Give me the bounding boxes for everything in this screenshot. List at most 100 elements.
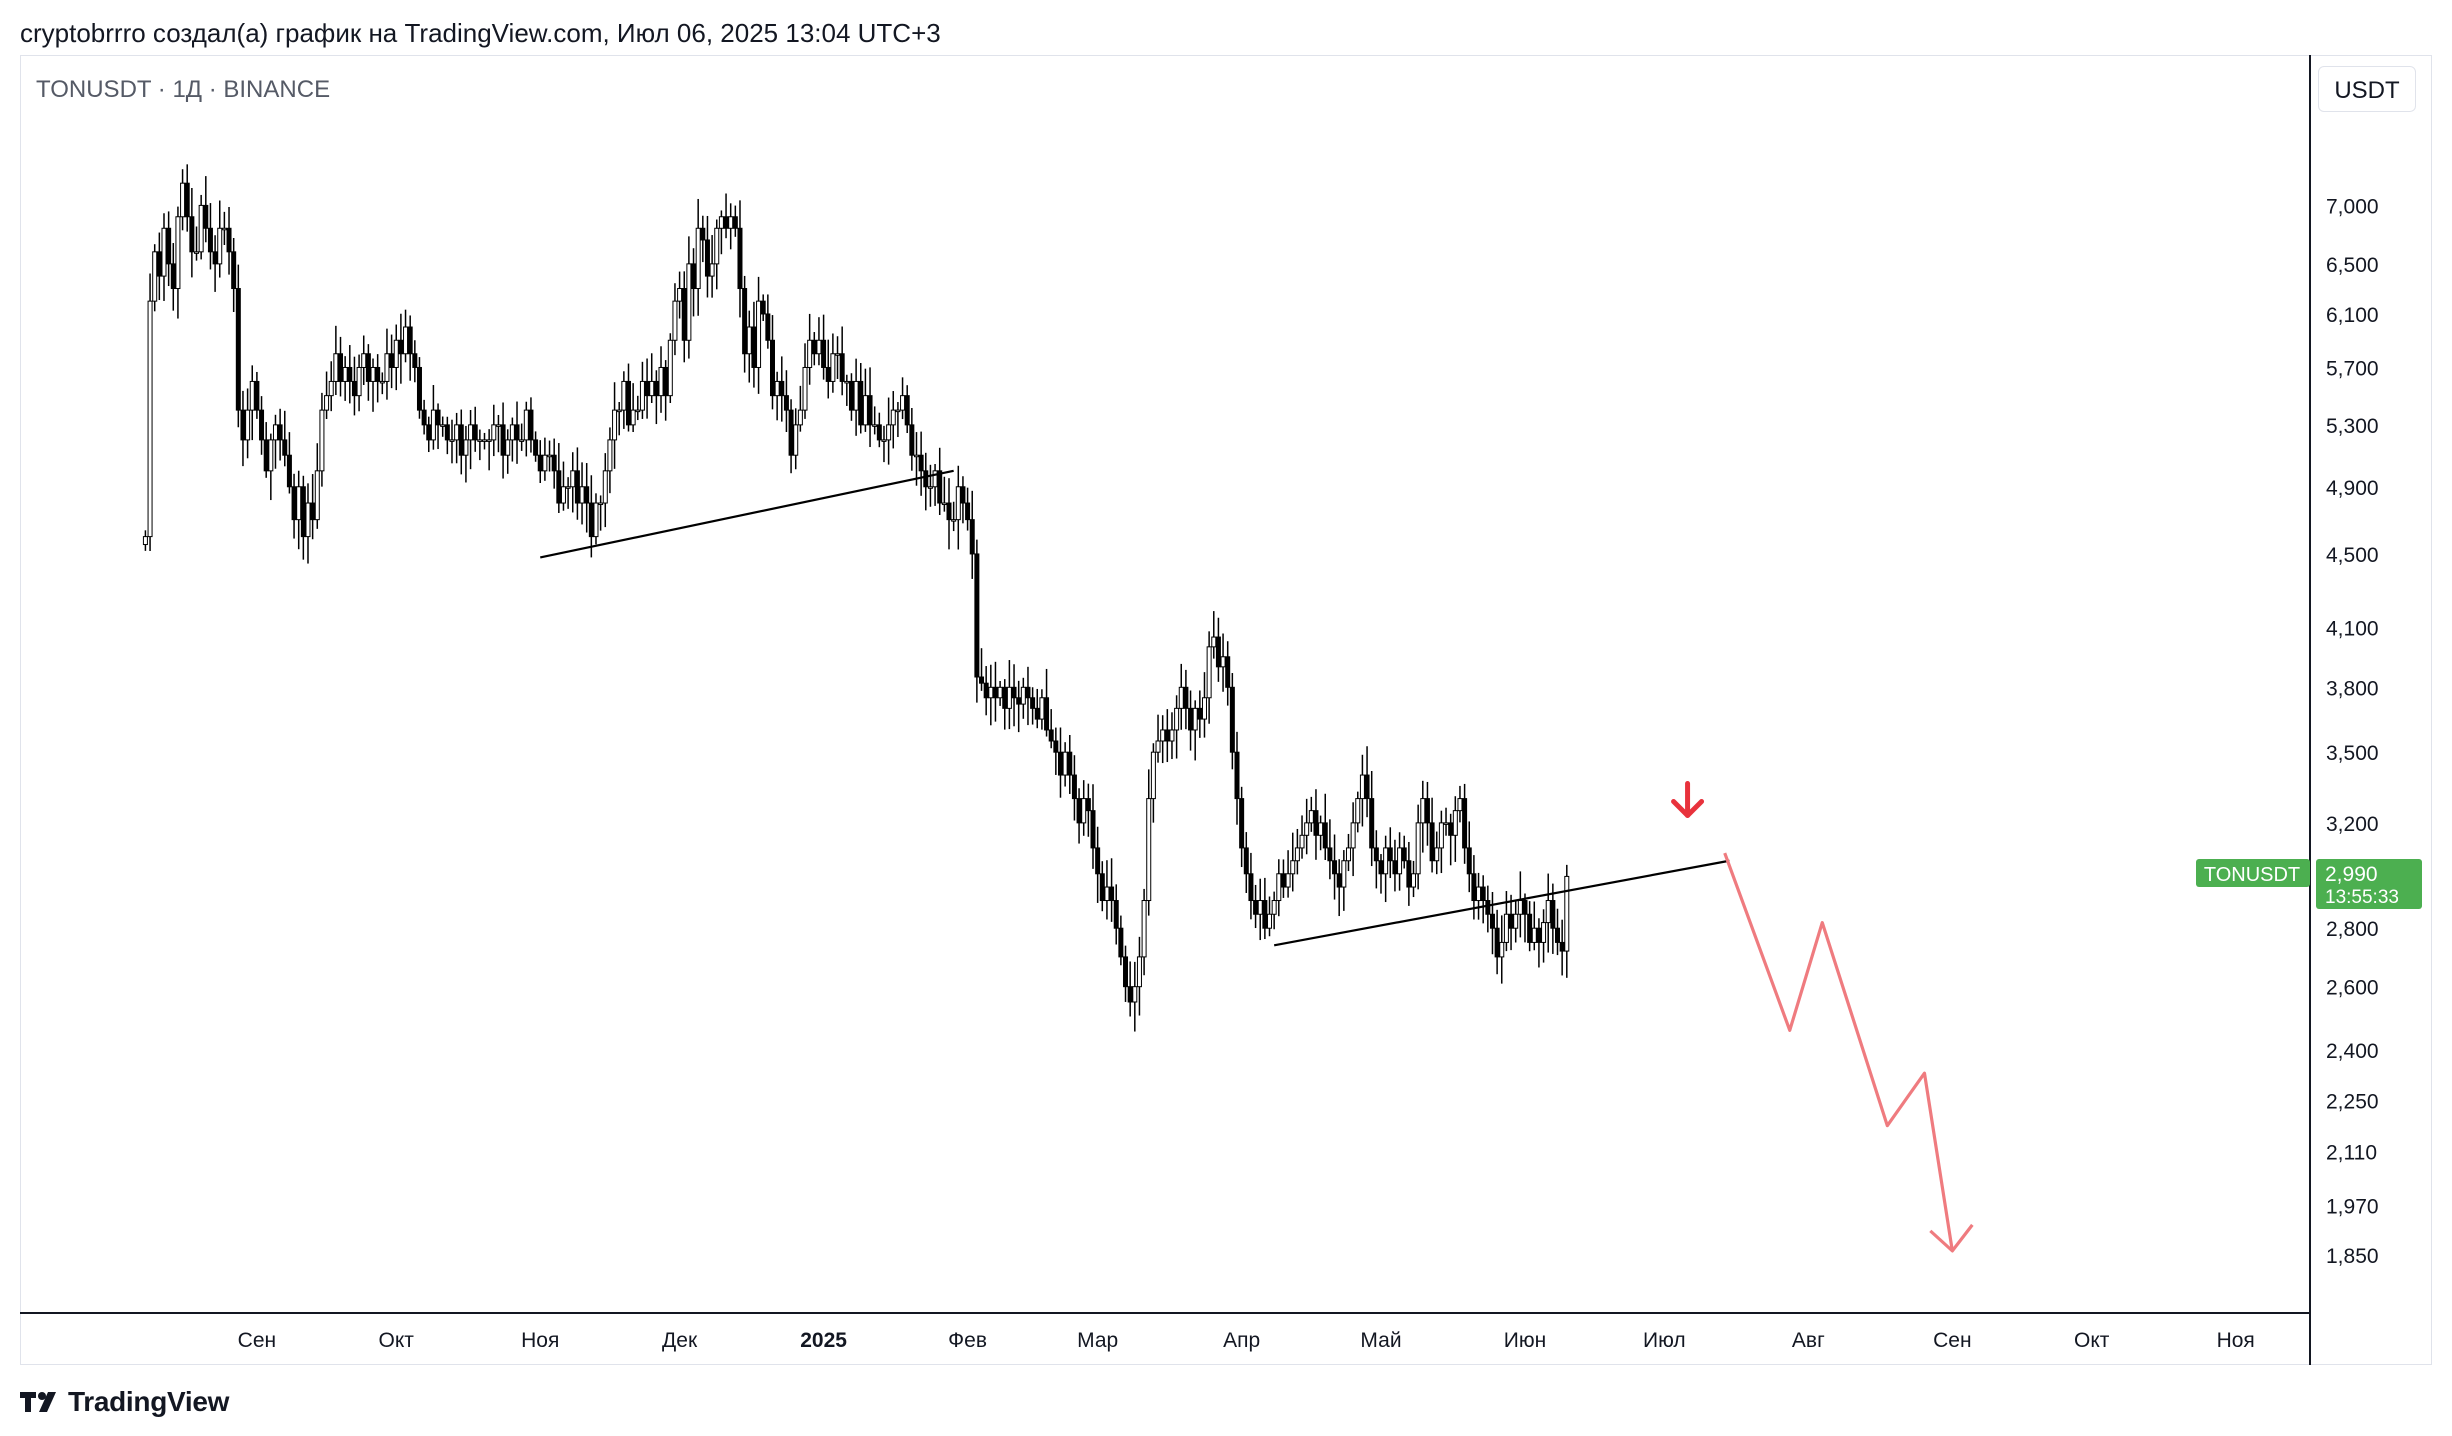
candle [1522,893,1528,943]
candle [1406,841,1412,906]
candle [560,461,566,511]
candle [927,464,933,507]
candle [1313,789,1319,860]
candle [156,232,162,301]
candle [1299,815,1305,859]
time-tick-label: Фев [948,1329,987,1352]
tradingview-brand: TradingView [68,1386,230,1417]
candle [509,417,515,462]
candle [1081,780,1087,836]
candle [1197,690,1203,738]
candle [1508,894,1514,951]
candle [602,453,608,528]
candle [1253,884,1259,929]
candle [1545,873,1551,953]
candle [774,371,780,421]
candle [1392,839,1398,892]
candle [1369,771,1375,867]
candle [635,395,641,421]
candle [444,416,450,455]
candle [361,335,367,386]
candle [979,648,985,691]
candle [1285,850,1291,898]
candle [1359,754,1365,827]
time-tick-label: Окт [379,1329,415,1352]
candle [226,207,232,275]
candle [268,433,274,501]
price-tick-label: 1,970 [2326,1196,2379,1219]
candle [1276,859,1282,917]
candle [1327,819,1333,880]
candle [537,440,543,484]
candle [300,475,306,560]
candle [1229,673,1235,770]
candle [435,403,441,450]
candle [514,401,520,464]
candle [1090,784,1096,869]
candle [426,416,432,453]
candle [621,371,627,429]
candle [1192,700,1198,761]
symbol-info[interactable]: TONUSDT · 1Д · BINANCE [36,76,331,103]
candle [839,326,845,396]
candle [175,206,181,319]
candle [1476,872,1482,920]
candle [700,215,706,263]
last-price-badge-symbol-bg [2196,859,2310,887]
candle [1424,781,1430,846]
candle [691,248,697,317]
candle [644,358,650,419]
candle [1541,909,1547,963]
tradingview-logo[interactable]: TradingView [20,1384,229,1420]
candle [686,236,692,359]
candle [616,401,622,436]
candle [1016,680,1022,733]
candle [338,336,344,397]
candle [1132,961,1138,1032]
candle [630,383,636,433]
candle [147,273,153,551]
candle [375,354,381,403]
candle [523,401,529,457]
candle [203,176,209,243]
candle [152,244,158,312]
candle [951,501,957,532]
candle [259,396,265,455]
time-tick-label: Ноя [2217,1329,2255,1352]
price-tick-label: 2,110 [2326,1141,2377,1164]
time-tick-label: Авг [1792,1329,1825,1352]
candle [1401,835,1407,869]
candle [1160,715,1166,764]
trendline-2[interactable] [1273,859,1730,947]
candle [416,357,422,419]
trendline-1[interactable] [540,469,954,559]
currency-button[interactable]: USDT [2318,66,2416,112]
candle [1071,755,1077,821]
candle [477,429,483,461]
candle [1448,813,1454,866]
candle [328,361,334,412]
candle [639,361,645,419]
candle [825,339,831,399]
candle [254,371,260,419]
candle [245,388,251,459]
time-tick-label: 2025 [800,1329,847,1352]
candle [1076,788,1082,844]
candle [1188,690,1194,751]
candle [1034,688,1040,729]
candle [909,408,915,471]
last-price-value: 2,990 [2325,863,2378,886]
candle [1243,832,1249,893]
candle [305,483,311,564]
candle [760,294,766,322]
candle [1039,689,1045,730]
candle [1118,915,1124,966]
candle [718,210,724,255]
candle [923,452,929,511]
candle [398,313,404,384]
candle [430,385,436,450]
candle [1174,695,1180,759]
projection-path[interactable] [1723,852,1954,1252]
candle [389,334,395,389]
